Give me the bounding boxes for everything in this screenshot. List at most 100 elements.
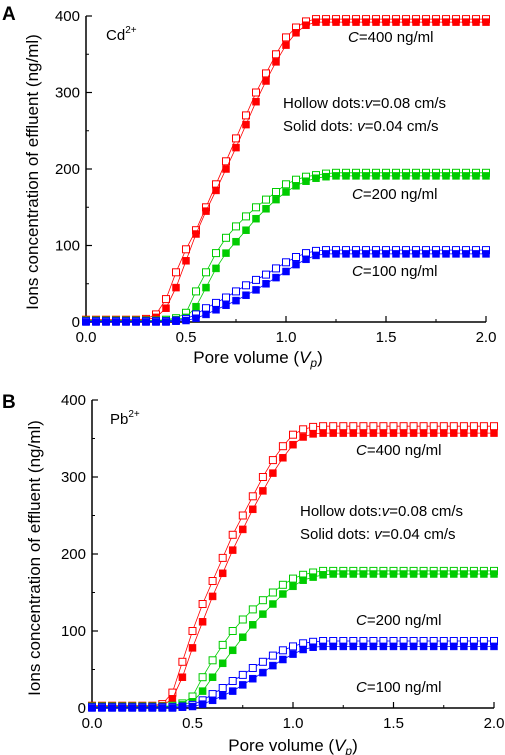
- data-point: [309, 430, 317, 438]
- data-point: [282, 180, 290, 189]
- data-point: [152, 318, 160, 326]
- data-point: [482, 18, 490, 26]
- data-point: [450, 429, 458, 437]
- data-point: [490, 570, 498, 578]
- ion-charge: 2+: [125, 25, 137, 36]
- data-point: [239, 525, 247, 534]
- data-point: [222, 249, 230, 257]
- data-point: [188, 702, 197, 711]
- data-point: [439, 422, 448, 431]
- data-point: [379, 570, 388, 578]
- data-point: [372, 250, 380, 258]
- annotation-c400: C=400 ng/ml: [348, 29, 433, 46]
- data-point: [182, 245, 190, 254]
- data-point: [228, 687, 237, 695]
- data-point: [289, 650, 297, 658]
- data-point: [302, 255, 310, 264]
- data-point: [452, 250, 460, 258]
- data-point: [482, 172, 490, 180]
- data-point: [202, 310, 210, 319]
- data-point: [249, 674, 257, 683]
- data-point: [292, 29, 300, 37]
- annotation-c400: C=400 ng/ml: [356, 442, 441, 459]
- data-point: [292, 260, 300, 269]
- x-tick-label: 1.0: [276, 329, 297, 346]
- data-point: [452, 18, 460, 26]
- data-point: [289, 574, 297, 583]
- data-point: [339, 642, 348, 651]
- x-tick-label: 0.0: [82, 715, 103, 732]
- data-point: [289, 430, 297, 439]
- data-point: [460, 642, 468, 651]
- data-point: [128, 704, 136, 712]
- data-point: [162, 295, 170, 304]
- data-point: [228, 646, 237, 655]
- data-point: [429, 570, 438, 578]
- data-point: [252, 275, 260, 284]
- series-400-hollow: [88, 422, 498, 710]
- y-tick-label: 100: [55, 238, 80, 255]
- data-point: [272, 273, 280, 282]
- data-point: [469, 422, 478, 431]
- data-point: [429, 429, 438, 437]
- data-point: [282, 41, 290, 49]
- data-point: [242, 212, 250, 221]
- data-point: [278, 442, 287, 451]
- data-point: [449, 422, 458, 431]
- data-point: [188, 644, 197, 652]
- data-point: [289, 440, 297, 449]
- series-line: [92, 425, 494, 707]
- data-point: [419, 422, 428, 431]
- data-point: [228, 677, 237, 685]
- data-point: [198, 600, 207, 608]
- data-point: [198, 673, 207, 682]
- data-point: [409, 642, 418, 651]
- data-point: [269, 661, 277, 670]
- data-point: [222, 233, 230, 242]
- data-point: [218, 659, 227, 668]
- data-point: [399, 429, 408, 437]
- data-point: [272, 195, 280, 204]
- data-point: [442, 250, 450, 258]
- data-point: [452, 172, 460, 180]
- data-point: [259, 610, 267, 618]
- data-point: [269, 469, 277, 477]
- data-point: [282, 258, 290, 267]
- data-point: [419, 570, 428, 578]
- data-point: [218, 553, 227, 562]
- data-point: [349, 570, 358, 578]
- data-point: [259, 668, 267, 677]
- panel-letter-b: B: [2, 392, 16, 413]
- data-point: [369, 642, 378, 651]
- data-point: [480, 642, 488, 651]
- data-point: [232, 296, 240, 305]
- data-point: [379, 429, 388, 437]
- data-point: [342, 172, 350, 180]
- annotation-c200: C=200 ng/ml: [352, 186, 437, 203]
- data-point: [202, 207, 210, 215]
- y-tick-label: 400: [61, 392, 86, 409]
- data-point: [422, 18, 430, 26]
- data-point: [262, 77, 270, 85]
- series-100-hollow: [82, 246, 490, 326]
- data-marks-panel-b: [88, 422, 498, 712]
- data-point: [440, 429, 448, 437]
- data-point: [409, 422, 418, 431]
- panel-letter-a: A: [2, 4, 16, 25]
- data-point: [192, 230, 200, 238]
- data-point: [202, 283, 210, 292]
- data-point: [212, 264, 220, 273]
- data-point: [222, 165, 230, 173]
- data-point: [232, 134, 240, 143]
- data-point: [432, 172, 440, 180]
- data-point: [198, 618, 207, 626]
- data-point: [412, 172, 420, 180]
- data-point: [359, 570, 368, 578]
- data-point: [440, 570, 448, 578]
- data-point: [339, 429, 348, 437]
- data-point: [319, 642, 327, 651]
- data-point: [352, 18, 360, 26]
- data-point: [369, 570, 378, 578]
- y-axis-title: Ions concentration of effluent (ng/ml): [25, 420, 44, 696]
- data-point: [178, 703, 187, 711]
